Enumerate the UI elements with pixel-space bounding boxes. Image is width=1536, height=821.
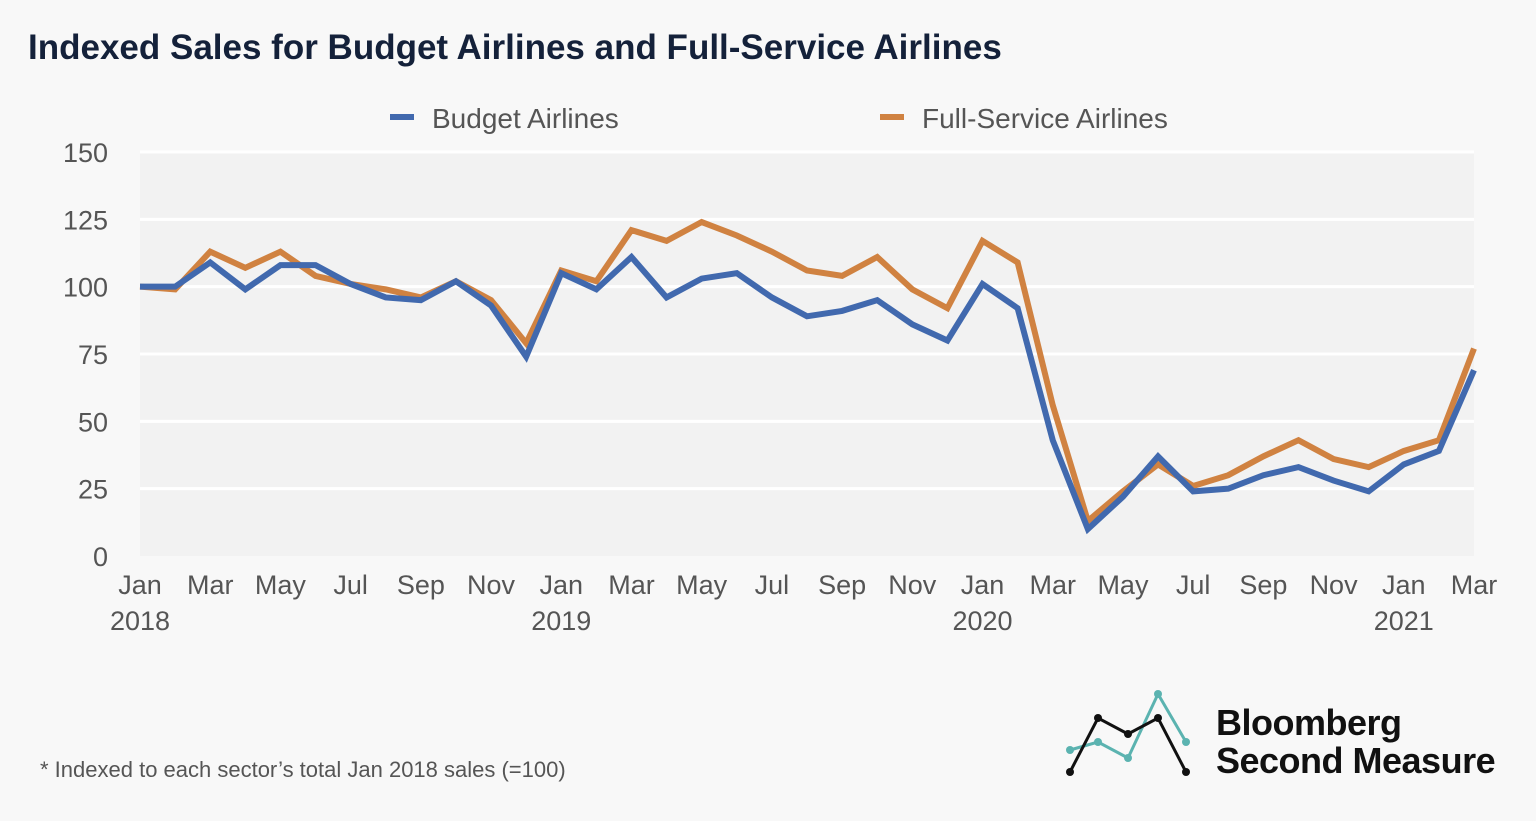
logo-line-2: Second Measure [1216,740,1496,781]
line-chart: 0 25 50 75 100 125 150 Jan 2018 Mar May Jul Sep Nov J… [63,103,1498,636]
chart-title: Indexed Sales for Budget Airlines and Fu… [28,28,1002,67]
x-tick-label: Nov [1310,570,1359,600]
x-tick-year-label: 2021 [1374,606,1434,636]
x-tick-label: Sep [818,570,866,600]
y-tick-label: 50 [78,407,108,437]
logo-text: Bloomberg Second Measure [1216,702,1496,781]
x-tick-label: Jan [539,570,583,600]
x-tick-label: Jan [961,570,1005,600]
x-tick-year-label: 2018 [110,606,170,636]
x-tick-label: Jul [1176,570,1211,600]
y-tick-label: 25 [78,475,108,505]
x-tick-label: Sep [397,570,445,600]
x-tick-year-label: 2019 [531,606,591,636]
y-tick-label: 0 [93,542,108,572]
x-tick-label: Nov [888,570,937,600]
x-tick-label: Mar [187,570,234,600]
y-tick-label: 100 [63,273,108,303]
x-tick-label: Jan [1382,570,1426,600]
series-line-budget-airlines [140,252,1477,535]
logo-line-1: Bloomberg [1216,702,1402,743]
x-tick-label: May [255,570,307,600]
y-tick-label: 125 [63,205,108,235]
x-tick-label: May [676,570,728,600]
x-tick-label: Jul [333,570,368,600]
x-tick-label: Nov [467,570,516,600]
y-tick-label: 75 [78,340,108,370]
x-tick-label: Jul [755,570,790,600]
x-tick-year-label: 2020 [952,606,1012,636]
bloomberg-second-measure-logo-icon [1066,690,1190,776]
x-tick-label: Mar [1451,570,1498,600]
x-tick-label: Sep [1239,570,1287,600]
y-tick-label: 150 [63,138,108,168]
x-tick-label: May [1097,570,1149,600]
legend-label: Full-Service Airlines [922,103,1168,134]
legend-label: Budget Airlines [432,103,619,134]
x-tick-label: Mar [1029,570,1076,600]
footnote: * Indexed to each sector’s total Jan 201… [40,757,566,782]
x-tick-label: Jan [118,570,162,600]
x-tick-label: Mar [608,570,655,600]
